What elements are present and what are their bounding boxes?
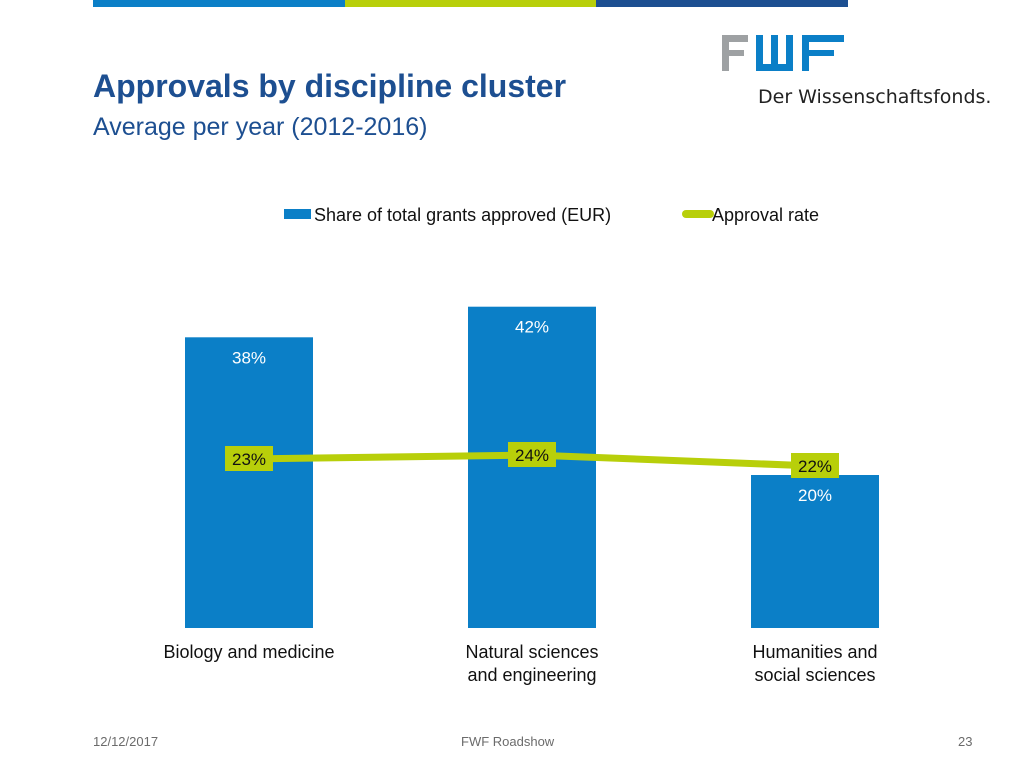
line-point-label-3: 22%: [798, 457, 832, 476]
page-subtitle: Average per year (2012-2016): [93, 113, 428, 141]
fwf-logo-mark: [722, 35, 844, 71]
line-point-label-1: 23%: [232, 450, 266, 469]
line-point-box-3: [791, 453, 839, 478]
logo-tagline: Der Wissenschaftsfonds.: [758, 86, 992, 108]
legend-swatch-bar: [284, 209, 311, 219]
top-bar-segment-green: [344, 0, 597, 7]
top-bar-segment-blue: [93, 0, 345, 7]
top-accent-bar: [93, 0, 849, 7]
legend-label-line: Approval rate: [712, 205, 819, 225]
category-label-1-line-1: Biology and medicine: [163, 642, 334, 662]
bar-label-2: 42%: [515, 318, 549, 337]
line-point-box-1: [225, 446, 273, 471]
logo-letter-w-blue: [756, 35, 793, 71]
line-point-box-2: [508, 442, 556, 467]
footer-page-number: 23: [958, 734, 973, 749]
footer-title: FWF Roadshow: [461, 734, 555, 749]
top-bar-segment-navy: [596, 0, 849, 7]
category-label-2-line-2: and engineering: [467, 665, 596, 685]
logo-letter-f-grey: [722, 35, 748, 71]
legend-label-bar: Share of total grants approved (EUR): [314, 205, 611, 225]
footer-date: 12/12/2017: [93, 734, 159, 749]
logo-letter-f-blue: [802, 35, 844, 71]
category-label-3-line-2: social sciences: [754, 665, 875, 685]
category-label-2-line-1: Natural sciences: [465, 642, 598, 662]
bar-label-1: 38%: [232, 348, 266, 367]
bar-2: [468, 306, 596, 628]
line-point-label-2: 24%: [515, 446, 549, 465]
category-label-3-line-1: Humanities and: [752, 642, 877, 662]
bar-label-3: 20%: [798, 486, 832, 505]
bar-3: [751, 475, 879, 628]
bar-1: [185, 337, 313, 628]
page-title: Approvals by discipline cluster: [93, 68, 567, 104]
